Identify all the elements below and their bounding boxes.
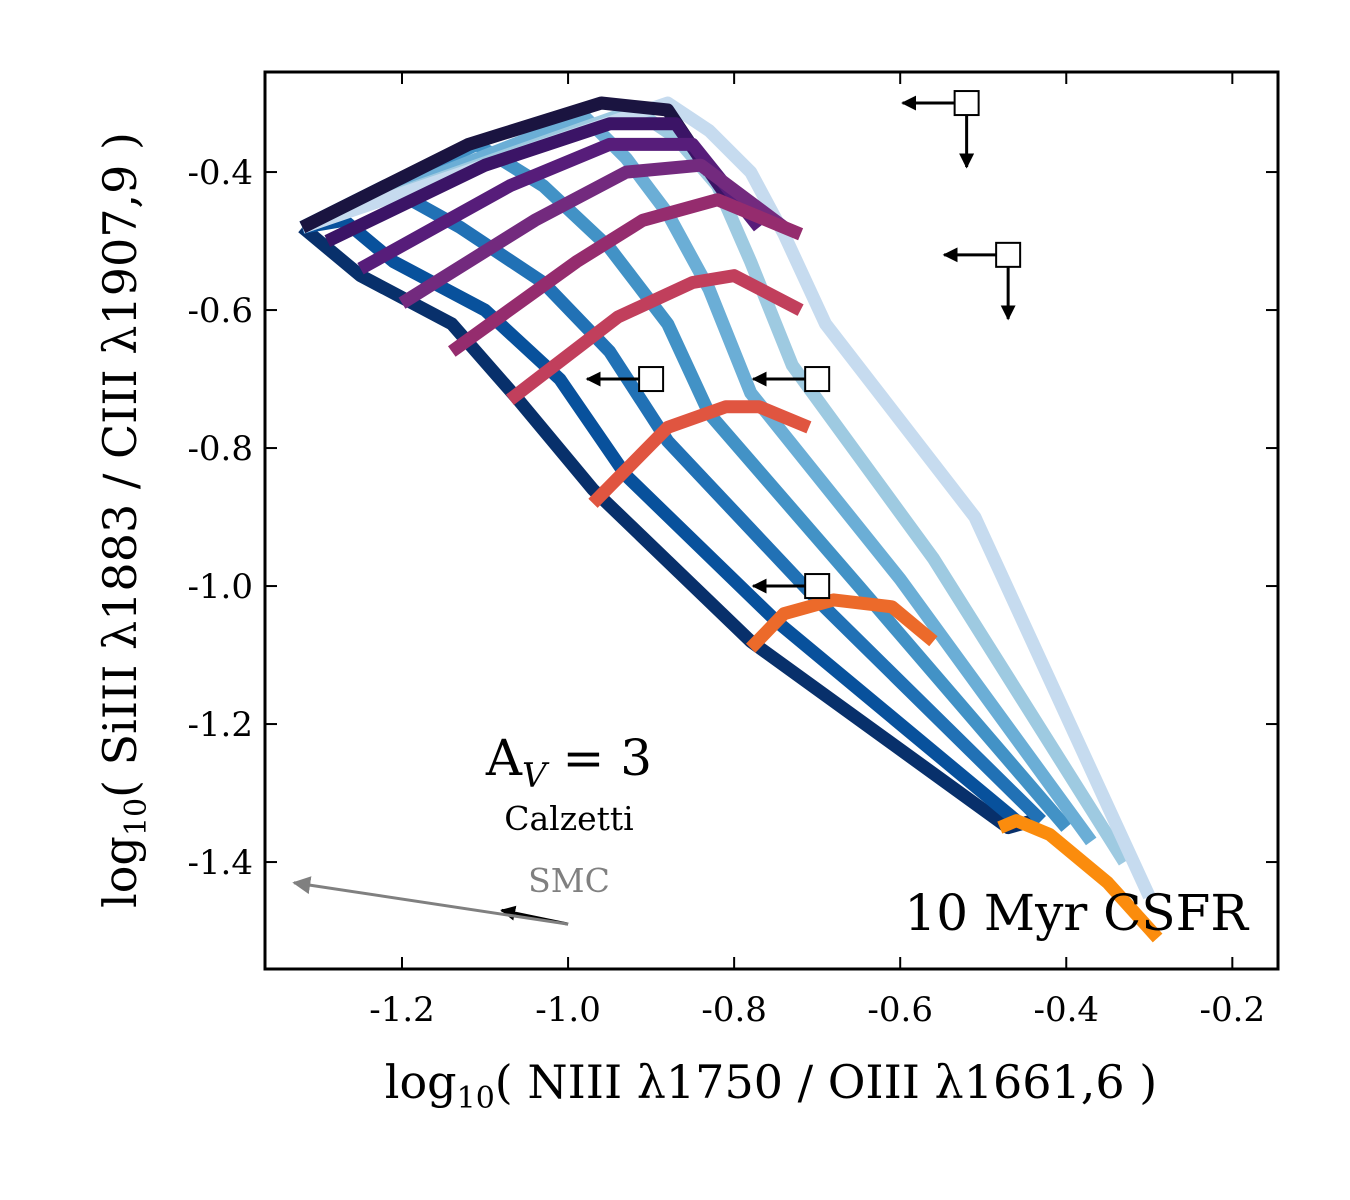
annotation-smc: SMC [528,861,610,900]
limit-4-square-marker [804,366,831,393]
blue-track-lines [298,96,1156,900]
annotation-calzetti: Calzetti [504,799,633,838]
upper-limit-markers [585,90,1022,600]
series-grid-7 [588,400,812,508]
y-tick-label: -0.6 [187,291,253,331]
x-axis-title: log10( NIII λ1750 / OIII λ1661,6 ) [385,1055,1158,1116]
series-grid-5 [448,193,804,357]
series-track-3 [299,179,1046,826]
series-track-1 [298,222,1035,835]
x-tick-label: -0.2 [1200,990,1266,1030]
reddening-vectors [292,876,569,926]
series-grid-8 [746,593,938,653]
y-tick-label: -1.2 [187,705,253,745]
y-tick-label: -0.8 [187,429,253,469]
limit-1 [901,90,980,169]
series-grid-4 [398,158,788,309]
limit-3-square-marker [638,366,665,393]
limit-2-square-marker [995,241,1022,268]
limit-1-square-marker [953,90,980,117]
x-tick-label: -1.2 [369,990,435,1030]
x-tick-label: -1.0 [535,990,601,1030]
limit-2 [942,241,1022,321]
limit-5-square-marker [804,573,831,600]
y-tick-label: -1.4 [187,843,253,883]
plot-frame [263,70,1280,971]
colored-grid-lines [299,96,1163,943]
x-tick-label: -0.8 [701,990,767,1030]
y-tick-label: -1.0 [187,567,253,607]
limit-4 [751,366,831,393]
axis-ticks: -1.2 -1.0 -0.8 -0.6 -0.4 -0.2 -0.4 -0.6 -0.8 -1.0… [187,72,1278,1030]
smc-vector [292,876,569,926]
series-grid-6 [505,269,804,405]
x-tick-label: -0.6 [867,990,933,1030]
annotation-av: AV = 3 [485,729,652,796]
limit-5 [751,573,831,600]
annotation-csfr: 10 Myr CSFR [904,884,1249,942]
y-axis-title: log10( SiIII λ1883 / CIII λ1907,9 ) [93,132,154,908]
x-tick-label: -0.4 [1033,990,1099,1030]
limit-3 [585,366,665,393]
series-track-7 [300,96,1156,900]
series-grid-9 [997,814,1163,943]
y-tick-label: -0.4 [187,153,253,193]
